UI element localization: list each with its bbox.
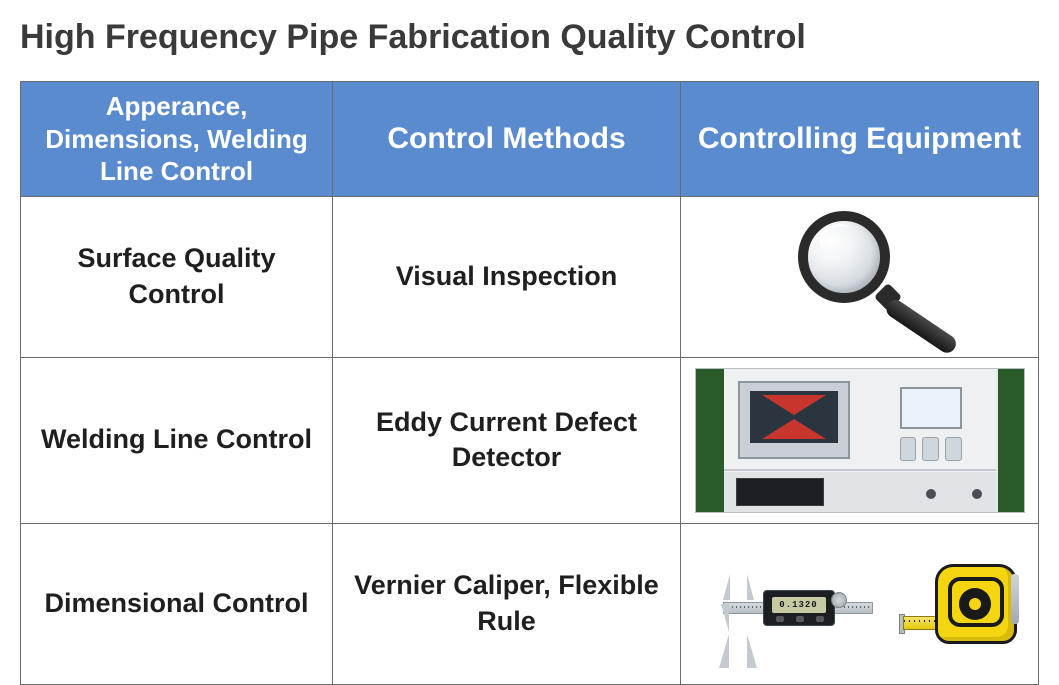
caliper-display: 0.1320 xyxy=(763,590,835,626)
cell-aspect: Surface Quality Control xyxy=(21,196,333,357)
detector-divider xyxy=(724,469,996,471)
caliper-readout: 0.1320 xyxy=(772,597,826,613)
table-row: Welding Line Control Eddy Current Defect… xyxy=(21,357,1039,523)
magnifying-glass-icon xyxy=(760,207,960,347)
cell-equipment xyxy=(681,196,1039,357)
caliper-and-tape-icon: 0.1320 xyxy=(695,534,1025,674)
col-header-method: Control Methods xyxy=(333,82,681,197)
cell-method: Vernier Caliper, Flexible Rule xyxy=(333,523,681,684)
qc-table: Apperance, Dimensions, Welding Line Cont… xyxy=(20,81,1039,685)
qc-table-header-row: Apperance, Dimensions, Welding Line Cont… xyxy=(21,82,1039,197)
magnifier-handle xyxy=(882,296,958,356)
detector-knob xyxy=(926,489,936,499)
table-row: Dimensional Control Vernier Caliper, Fle… xyxy=(21,523,1039,684)
caliper-upper-jaw xyxy=(747,574,754,600)
caliper-button xyxy=(776,616,784,622)
cell-equipment: 0.1320 xyxy=(681,523,1039,684)
detector-button-row xyxy=(900,437,962,461)
caliper-thumbwheel xyxy=(831,592,847,608)
col-header-aspect: Apperance, Dimensions, Welding Line Cont… xyxy=(21,82,333,197)
table-row: Surface Quality Control Visual Inspectio… xyxy=(21,196,1039,357)
detector-screen xyxy=(750,391,838,443)
cell-aspect: Welding Line Control xyxy=(21,357,333,523)
caliper-lower-jaw xyxy=(747,634,757,668)
caliper-upper-jaw xyxy=(723,574,730,600)
col-header-equipment: Controlling Equipment xyxy=(681,82,1039,197)
tape-measure-icon xyxy=(907,564,1017,656)
detector-drawer xyxy=(736,478,824,506)
detector-monitor xyxy=(738,381,850,459)
vernier-caliper-icon: 0.1320 xyxy=(701,560,881,650)
detector-knob xyxy=(972,489,982,499)
caliper-button xyxy=(816,616,824,622)
page-title: High Frequency Pipe Fabrication Quality … xyxy=(20,18,1039,57)
cell-aspect: Dimensional Control xyxy=(21,523,333,684)
eddy-current-detector-icon xyxy=(695,368,1025,513)
tape-blade xyxy=(903,616,939,630)
detector-small-panel xyxy=(900,387,962,429)
caliper-lower-jaw xyxy=(719,634,729,668)
caliper-button xyxy=(796,616,804,622)
tape-hub xyxy=(959,588,991,620)
cell-method: Visual Inspection xyxy=(333,196,681,357)
cell-method: Eddy Current Defect Detector xyxy=(333,357,681,523)
cell-equipment xyxy=(681,357,1039,523)
tape-belt-clip xyxy=(1011,574,1019,624)
